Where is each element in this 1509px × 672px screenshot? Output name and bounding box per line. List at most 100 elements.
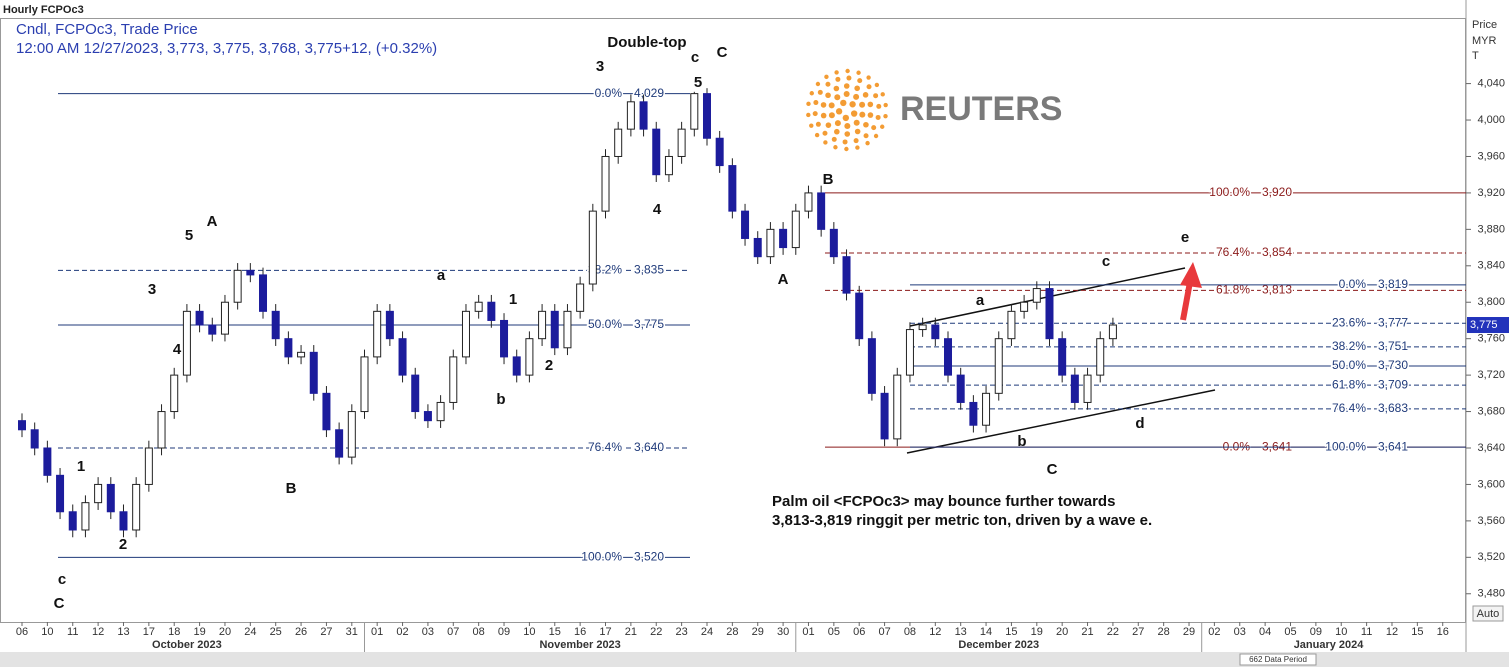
annotation: 3,813-3,819 ringgit per metric ton, driv…	[772, 512, 1152, 529]
month-label: October 2023	[152, 639, 222, 651]
candle-body	[512, 356, 521, 376]
logo-dot	[834, 70, 839, 75]
x-tick-label: 17	[599, 626, 611, 638]
logo-dot	[828, 102, 835, 109]
y-axis-label: T	[1472, 50, 1479, 62]
wave-label: a	[437, 267, 446, 284]
y-tick-label: 3,800	[1477, 296, 1505, 308]
candle-body	[157, 411, 166, 449]
x-tick-label: 04	[1259, 626, 1271, 638]
logo-dot	[862, 92, 869, 98]
logo-dot	[849, 101, 856, 108]
wave-label: e	[1181, 229, 1189, 246]
candle-body	[30, 429, 39, 449]
x-tick-label: 09	[498, 626, 510, 638]
fib-value: 3,854	[1262, 245, 1292, 259]
subtitle: Cndl, FCPOc3, Trade Price	[16, 21, 198, 38]
fib-value: 3,835	[634, 263, 664, 277]
wave-label: 3	[148, 281, 156, 298]
wave-label: 1	[77, 458, 85, 475]
candle-body	[360, 356, 369, 413]
wave-label: a	[976, 292, 985, 309]
logo-dot	[820, 112, 827, 119]
logo-dot	[825, 122, 832, 128]
candle-body	[677, 128, 686, 157]
auto-button[interactable]	[1472, 605, 1504, 622]
x-tick-label: 22	[1107, 626, 1119, 638]
fib-value: 3,683	[1378, 401, 1408, 415]
x-tick-label: 28	[1158, 626, 1170, 638]
wave-label: 5	[185, 227, 193, 244]
logo-dot	[853, 119, 860, 126]
subtitle: 12:00 AM 12/27/2023, 3,773, 3,775, 3,768…	[16, 40, 437, 57]
fib-ratio: 0.0%	[595, 86, 623, 100]
fib-ratio: 100.0%	[1325, 439, 1366, 453]
x-tick-label: 05	[1284, 626, 1296, 638]
x-tick-label: 03	[1234, 626, 1246, 638]
logo-dot	[809, 91, 814, 96]
candle-body	[271, 310, 280, 340]
candle-body	[829, 228, 838, 258]
logo-dot	[842, 139, 848, 145]
candle-body	[639, 101, 648, 130]
logo-dot	[866, 84, 872, 90]
candle-body	[1020, 301, 1029, 312]
chart-title: Hourly FCPOc3	[3, 4, 84, 16]
logo-dot	[835, 76, 841, 82]
logo-dot	[855, 145, 860, 150]
logo-dot	[815, 81, 821, 87]
y-tick-label: 3,640	[1477, 442, 1505, 454]
logo-dot	[853, 138, 859, 144]
logo-dot	[834, 128, 840, 135]
logo-dot	[863, 121, 869, 128]
candle-body	[81, 502, 90, 531]
candle-body	[1108, 324, 1117, 340]
logo-dot	[853, 93, 860, 100]
candle-body	[842, 256, 851, 294]
x-tick-label: 22	[650, 626, 662, 638]
logo-dot	[876, 103, 882, 109]
wave-label: Double-top	[607, 34, 686, 51]
candle-body	[715, 137, 724, 167]
x-tick-label: 15	[1005, 626, 1017, 638]
logo-dot	[880, 124, 885, 129]
y-axis-label: MYR	[1472, 35, 1497, 47]
fib-ratio: 61.8%	[1332, 377, 1366, 391]
candle-body	[309, 351, 318, 394]
wave-label: c	[691, 49, 699, 66]
x-tick-label: 05	[828, 626, 840, 638]
logo-dot	[844, 146, 849, 152]
x-tick-label: 17	[143, 626, 155, 638]
wave-label: 2	[119, 536, 127, 553]
wave-label: C	[717, 44, 728, 61]
data-period: 662 Data Period	[1249, 655, 1307, 664]
x-tick-label: 29	[1183, 626, 1195, 638]
logo-dot	[817, 89, 823, 95]
fib-value: 3,709	[1378, 377, 1408, 391]
logo-dot	[806, 101, 811, 107]
fib-value: 3,777	[1378, 315, 1408, 329]
wave-label: B	[823, 171, 834, 188]
logo-dot	[873, 133, 879, 139]
fib-value: 3,640	[634, 440, 664, 454]
x-tick-label: 23	[675, 626, 687, 638]
logo-dot	[833, 145, 838, 150]
wave-label: A	[778, 271, 789, 288]
candle-body	[855, 292, 864, 340]
wave-label: b	[496, 391, 505, 408]
x-tick-label: 01	[802, 626, 814, 638]
y-axis-label: Price	[1472, 19, 1497, 31]
auto-label[interactable]: Auto	[1477, 608, 1500, 620]
x-tick-label: 15	[1411, 626, 1423, 638]
logo-dot	[871, 125, 877, 131]
logo-dot	[833, 85, 840, 92]
logo-dot	[822, 130, 828, 136]
logo-dot	[875, 114, 881, 120]
candle-body	[804, 192, 813, 212]
y-tick-label: 3,760	[1477, 333, 1505, 345]
y-tick-label: 3,600	[1477, 478, 1505, 490]
candle-body	[525, 338, 534, 376]
candle-body	[931, 324, 940, 340]
candle-body	[347, 411, 356, 458]
logo-dot	[859, 101, 866, 108]
